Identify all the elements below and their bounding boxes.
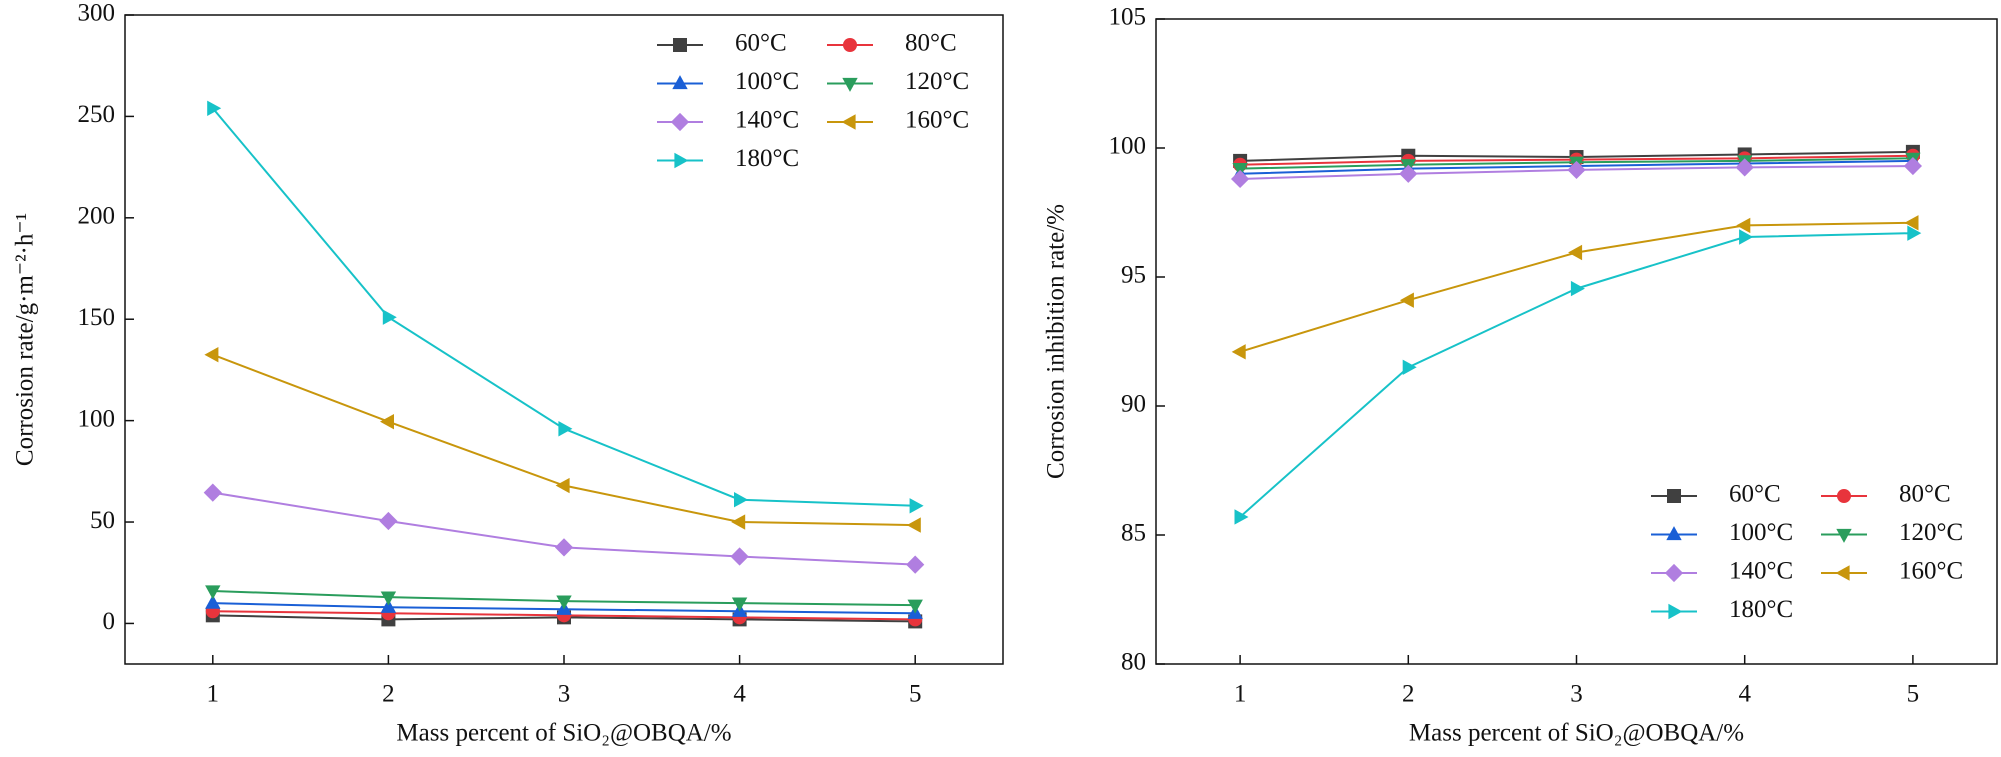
x-tick-label: 4 [1738, 681, 1751, 708]
x-tick-label: 2 [1402, 681, 1415, 708]
data-point [906, 555, 925, 574]
x-axis-label: Mass percent of SiO₂@OBQA/% [396, 720, 731, 747]
data-point [734, 492, 748, 508]
y-axis-label: Corrosion inhibition rate/% [1043, 204, 1070, 479]
legend-label: 120°C [1899, 519, 1963, 546]
legend-label: 180°C [1729, 596, 1793, 623]
legend-marker [1835, 565, 1850, 581]
data-point [1735, 158, 1754, 177]
data-point [1399, 164, 1418, 183]
data-point [1904, 215, 1919, 231]
y-tick-label: 90 [1121, 391, 1146, 418]
legend-label: 80°C [905, 30, 957, 57]
y-tick-label: 300 [78, 0, 116, 27]
data-point [379, 511, 398, 531]
legend-marker [673, 38, 687, 52]
data-point [1402, 359, 1417, 375]
legend-marker [1667, 489, 1681, 503]
legend-marker [1836, 528, 1852, 543]
y-tick-label: 150 [78, 304, 116, 331]
legend-marker [1837, 489, 1851, 503]
data-point [1903, 156, 1922, 176]
x-tick-label: 4 [733, 681, 746, 708]
data-point [380, 598, 397, 613]
legend-label: 60°C [1729, 481, 1781, 508]
legend-label: 160°C [905, 107, 969, 134]
data-point [907, 599, 923, 614]
legend-label: 100°C [1729, 519, 1793, 546]
data-point [1231, 344, 1246, 360]
data-point [555, 477, 570, 494]
series-line [212, 107, 916, 507]
data-point [1567, 160, 1586, 180]
data-point [1568, 244, 1583, 261]
x-tick-label: 2 [382, 681, 395, 708]
legend-marker [841, 114, 856, 130]
data-point [731, 514, 746, 530]
plot-frame [124, 14, 1004, 665]
y-tick-label: 95 [1121, 262, 1146, 289]
data-point [906, 517, 921, 533]
data-point [380, 591, 397, 606]
y-tick-label: 80 [1121, 649, 1146, 676]
y-axis-label: Corrosion rate/g·m⁻²·h⁻¹ [12, 213, 39, 466]
x-axis-label: Mass percent of SiO₂@OBQA/% [1409, 720, 1744, 747]
series-line [212, 353, 916, 527]
legend-marker [1664, 563, 1684, 583]
y-tick-label: 200 [78, 203, 116, 230]
y-tick-label: 85 [1121, 520, 1146, 547]
y-tick-label: 100 [78, 405, 116, 432]
legend-marker [672, 75, 688, 90]
data-point [554, 538, 574, 557]
data-point [207, 100, 222, 116]
x-tick-label: 3 [558, 681, 571, 708]
y-tick-label: 100 [1109, 133, 1147, 160]
y-tick-label: 50 [90, 507, 115, 534]
series-line [1239, 232, 1913, 518]
data-point [730, 547, 749, 566]
x-tick-label: 1 [207, 681, 220, 708]
data-point [205, 585, 221, 600]
legend-label: 80°C [1899, 481, 1951, 508]
x-tick-label: 1 [1234, 681, 1247, 708]
data-point [204, 347, 219, 363]
y-tick-label: 250 [78, 101, 116, 128]
data-point [558, 421, 573, 437]
data-point [1234, 509, 1249, 525]
legend-label: 180°C [735, 145, 799, 172]
legend-marker [674, 152, 689, 169]
legend-label: 160°C [1899, 558, 1963, 585]
data-point [1736, 217, 1751, 234]
y-tick-label: 105 [1109, 4, 1147, 31]
legend-label: 120°C [905, 68, 969, 95]
y-tick-label: 0 [103, 608, 116, 635]
data-point [1399, 292, 1414, 308]
data-point [380, 413, 394, 430]
data-point [1739, 229, 1754, 245]
data-point [205, 594, 221, 609]
data-point [556, 595, 572, 610]
data-point [1907, 225, 1922, 241]
plot-frame [1155, 18, 1998, 665]
legend-label: 60°C [735, 30, 787, 57]
x-tick-label: 5 [909, 681, 922, 708]
data-point [203, 483, 222, 502]
data-point [731, 597, 748, 612]
legend-label: 140°C [735, 107, 799, 134]
legend-label: 100°C [735, 68, 799, 95]
data-point [1570, 280, 1585, 297]
legend-marker [1668, 603, 1683, 620]
legend-label: 140°C [1729, 558, 1793, 585]
x-tick-label: 5 [1907, 681, 1920, 708]
data-point [382, 309, 397, 325]
legend-marker [1666, 526, 1682, 541]
legend-marker [843, 38, 857, 52]
data-point [1231, 169, 1250, 189]
x-tick-label: 3 [1570, 681, 1583, 708]
data-point [909, 498, 924, 514]
legend-marker [842, 77, 858, 92]
legend-marker [670, 112, 690, 132]
